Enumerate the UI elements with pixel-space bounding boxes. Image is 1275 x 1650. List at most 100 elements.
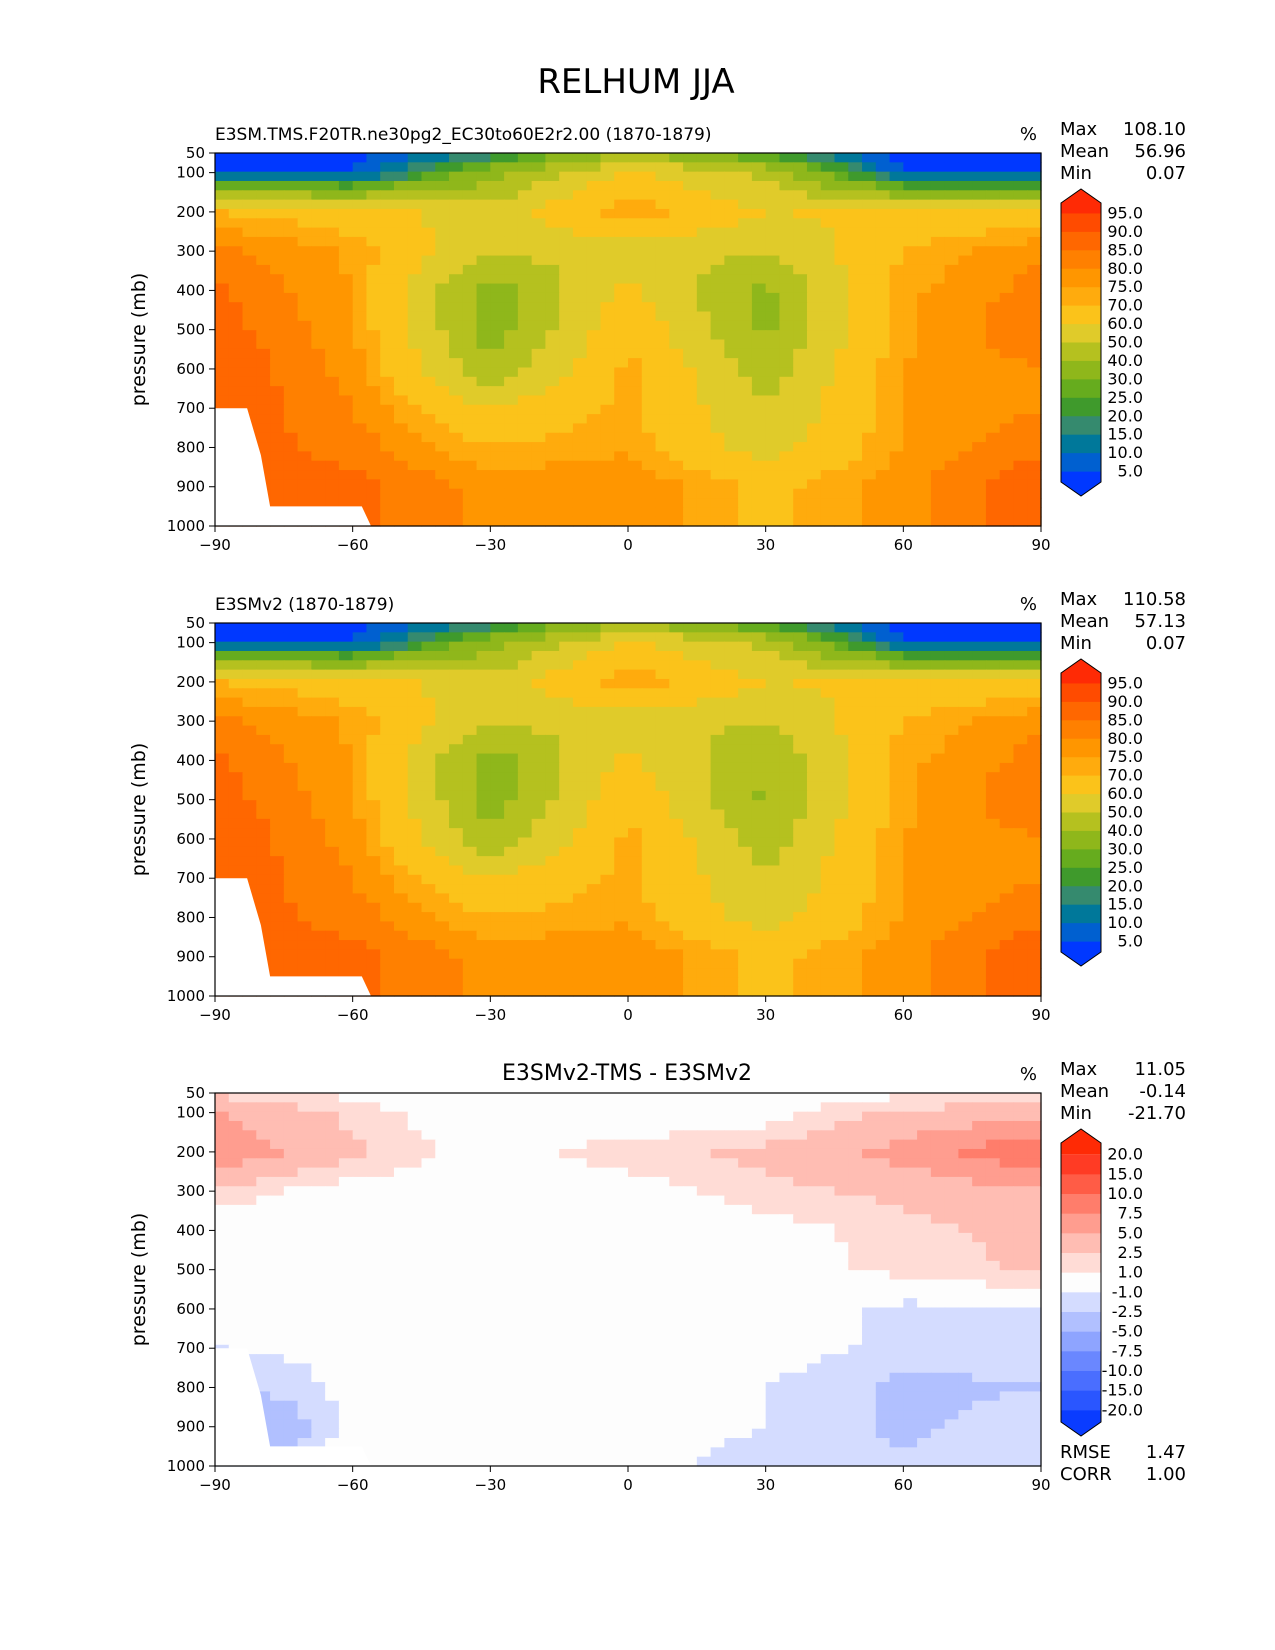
field-cell [297,716,312,727]
field-cell [256,641,271,652]
field-cell [270,958,285,969]
field-cell [449,632,464,643]
field-cell [724,414,739,425]
field-cell [311,697,326,708]
field-cell [283,968,299,978]
field-cell [366,623,381,633]
field-cell [407,912,423,922]
field-cell [504,330,519,341]
field-cell [256,180,271,191]
field-cell [215,348,230,359]
field-cell [779,283,794,294]
field-cell [724,818,739,829]
field-cell [311,302,326,313]
field-cell [297,348,312,359]
field-cell [531,697,546,708]
field-cell [765,488,781,499]
field-cell [999,227,1015,238]
field-cell [806,921,822,932]
field-cell [393,846,409,857]
field-cell [655,800,670,811]
field-cell [531,800,546,811]
field-cell [572,171,588,182]
field-cell [215,632,230,643]
field-cell [297,1102,312,1113]
field-cell [297,809,312,820]
field-cell [352,376,368,387]
field-cell [641,632,657,643]
field-cell [586,246,602,257]
field-cell [793,255,808,266]
field-cell [944,236,959,247]
field-cell [738,753,753,764]
field-cell [765,632,781,643]
field-cell [421,800,436,811]
field-cell [641,274,657,285]
field-cell [283,669,299,680]
field-cell [806,153,822,163]
field-cell [875,1102,891,1113]
field-cell [393,414,409,425]
field-cell [889,274,904,285]
field-cell [917,856,932,867]
field-cell [669,762,684,773]
field-cell [972,507,987,518]
field-cell [628,669,643,680]
field-cell [834,376,849,387]
field-cell [985,921,1001,932]
field-cell [449,623,464,633]
field-cell [1027,884,1042,895]
field-cell [903,977,918,988]
field-cell [751,669,767,680]
field-cell [985,264,1001,275]
field-cell [407,292,423,303]
field-cell [545,837,560,848]
field-cell [490,716,505,727]
field-cell [696,837,712,848]
field-cell [985,339,1001,350]
field-cell [242,199,257,210]
field-cell [517,339,533,350]
field-cell [297,734,312,745]
field-cell [848,208,863,219]
field-cell [311,236,326,247]
field-cell [669,199,684,210]
field-cell [215,753,230,764]
field-cell [806,828,822,839]
field-cell [628,339,643,350]
field-cell [449,423,464,434]
field-cell [325,697,340,708]
field-cell [917,339,932,350]
field-cell [972,846,987,857]
field-cell [435,348,450,359]
field-cell [559,451,574,462]
field-cell [504,208,519,219]
field-cell [1027,688,1042,699]
field-cell [504,874,519,885]
field-cell [215,236,230,247]
field-cell [999,180,1015,191]
field-cell [572,339,588,350]
field-cell [545,208,560,219]
field-cell [476,725,491,736]
field-cell [572,236,588,247]
field-cell [586,986,602,997]
field-cell [724,744,739,755]
field-cell [889,376,904,387]
field-cell [999,697,1015,708]
field-cell [614,442,629,452]
field-cell [572,358,588,369]
field-cell [614,912,629,922]
field-cell [297,818,312,829]
field-cell [614,274,629,285]
field-cell [462,678,478,689]
field-cell [917,442,932,452]
field-cell [738,846,753,857]
field-cell [641,236,657,247]
field-cell [270,488,285,499]
field-cell [614,236,629,247]
field-cell [724,660,739,671]
field-cell [490,414,505,425]
field-cell [669,874,684,885]
field-cell [655,498,670,508]
